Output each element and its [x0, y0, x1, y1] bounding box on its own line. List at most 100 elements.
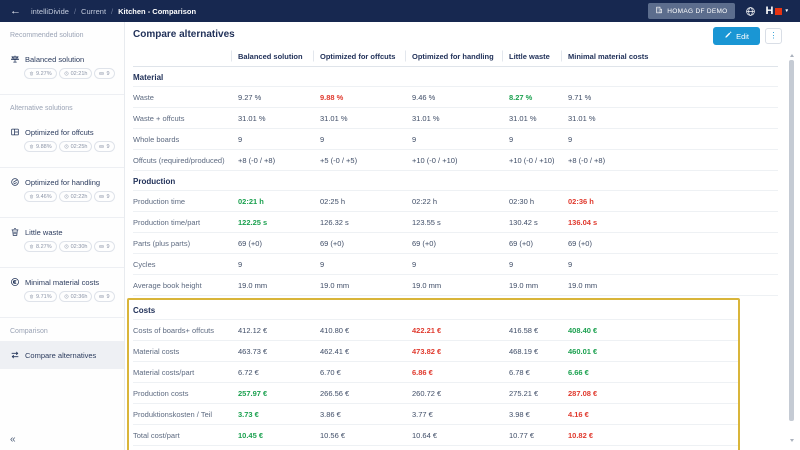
table-row-material-costs-part: Material costs/part 6.72 € 6.70 € 6.86 € 6.7…	[133, 362, 738, 383]
row-label: Material costs/part	[133, 367, 195, 377]
sidebar-item-minimal-material-costs[interactable]: Minimal material costs 9.71% 02:36h 9	[0, 267, 124, 317]
org-badge[interactable]: HOMAG DF DEMO	[648, 3, 735, 19]
column-header-minimal-material-costs[interactable]: Minimal material costs	[568, 46, 778, 66]
breadcrumb-item-kitchen-comparison[interactable]: Kitchen - Comparison	[118, 6, 197, 16]
table-row-production-time-part: Production time/part 122.25 s 126.32 s 123.…	[133, 212, 778, 233]
stat-badges: 9.71% 02:36h 9	[24, 291, 116, 302]
cell-value: 287.08 €	[568, 388, 598, 398]
cell-value: 468.19 €	[509, 346, 539, 356]
stat-badge: 9.27%	[24, 68, 57, 79]
back-button[interactable]: ←	[10, 4, 21, 17]
row-label: Parts (plus parts)	[133, 238, 191, 248]
stat-badge-value: 9.71%	[36, 293, 52, 300]
sidebar-collapse-button[interactable]: «	[10, 434, 16, 445]
cell-value: 130.42 s	[509, 217, 538, 227]
cell-value: 02:30 h	[509, 196, 535, 206]
group-header-costs: Costs	[133, 300, 738, 320]
cell-value: 02:36 h	[568, 196, 594, 206]
cell-value: 3.77 €	[412, 409, 433, 419]
logo-letter: H	[765, 5, 774, 17]
cell-value: 123.55 s	[412, 217, 441, 227]
clock-icon	[64, 244, 69, 249]
stat-badge: 8.27%	[24, 241, 57, 252]
cell-value: 69 (+0)	[568, 238, 592, 248]
cell-value: 02:25 h	[320, 196, 346, 206]
cell-value: 3.86 €	[320, 409, 341, 419]
scales-icon	[10, 54, 20, 64]
sidebar-item-compare-alternatives[interactable]: Compare alternatives	[0, 341, 124, 369]
globe-icon[interactable]	[745, 6, 756, 17]
stat-badge-value: 8.27%	[36, 243, 52, 250]
board-icon	[99, 71, 105, 76]
stat-badge-value: 02:22h	[70, 193, 88, 200]
row-label: Production time/part	[133, 217, 201, 227]
cell-value: 9	[320, 259, 325, 269]
cell-value: 462.41 €	[320, 346, 350, 356]
more-options-button[interactable]: ⋮	[765, 28, 782, 44]
sidebar-item-optimized-for-offcuts[interactable]: Optimized for offcuts 9.88% 02:25h 9	[0, 118, 124, 167]
sidebar-item-label: Balanced solution	[25, 54, 85, 64]
homag-logo[interactable]: H ▾	[766, 5, 788, 17]
cell-value: 02:21 h	[238, 196, 264, 206]
header-actions: Edit ⋮	[713, 27, 782, 45]
cell-value: 9	[509, 134, 514, 144]
trash-icon	[29, 244, 34, 249]
cell-value: 9.27 %	[238, 92, 262, 102]
cell-value: 10.64 €	[412, 430, 438, 440]
table-row-waste: Waste 9.27 % 9.88 % 9.46 % 8.27 % 9.71 %	[133, 87, 778, 108]
table-row-offcuts-required-produced: Offcuts (required/produced) +8 (-0 / +8) +…	[133, 150, 778, 171]
table-row-waste-offcuts: Waste + offcuts 31.01 % 31.01 % 31.01 % 31.0…	[133, 108, 778, 129]
cell-value: 19.0 mm	[412, 280, 442, 290]
cell-value: 69 (+0)	[412, 238, 436, 248]
cell-value: 412.12 €	[238, 325, 268, 335]
breadcrumb-item-current[interactable]: Current	[81, 6, 107, 16]
table-corner-cell	[133, 51, 238, 62]
board-icon	[99, 244, 105, 249]
sidebar-item-optimized-for-handling[interactable]: Optimized for handling 9.46% 02:22h 9	[0, 167, 124, 217]
column-header-optimized-for-offcuts[interactable]: Optimized for offcuts	[320, 46, 412, 66]
cell-value: 473.82 €	[412, 346, 442, 356]
pencil-icon	[724, 31, 732, 41]
row-label: Material costs	[133, 346, 180, 356]
breadcrumb-separator: /	[111, 6, 114, 16]
cell-value: 410.80 €	[320, 325, 350, 335]
row-label: Whole boards	[133, 134, 180, 144]
row-label: Offcuts (required/produced)	[133, 155, 225, 165]
cell-value: 9	[509, 259, 514, 269]
sidebar-item-balanced-solution[interactable]: Balanced solution 9.27% 02:21h 9	[0, 45, 124, 94]
cell-value: 6.78 €	[509, 367, 530, 377]
board-icon	[99, 144, 105, 149]
edit-button[interactable]: Edit	[713, 27, 760, 45]
stat-badge: 02:30h	[58, 241, 93, 252]
cell-value: 408.40 €	[568, 325, 598, 335]
vertical-scrollbar[interactable]	[789, 54, 794, 442]
sidebar-sections: Recommended solution Balanced solution 9.2…	[0, 22, 124, 369]
trash-icon	[10, 227, 20, 237]
stat-badge: 9.88%	[24, 141, 57, 152]
stat-badge: 9	[94, 141, 115, 152]
cell-value: 9	[320, 134, 325, 144]
cell-value: 9.88 %	[320, 92, 344, 102]
table-row-produktionskosten-teil: Produktionskosten / Teil 3.73 € 3.86 € 3.77…	[133, 404, 738, 425]
offcuts-icon	[10, 127, 20, 137]
chevron-down-icon: ▾	[785, 8, 788, 14]
cell-value: 8.27 %	[509, 92, 533, 102]
column-header-little-waste[interactable]: Little waste	[509, 46, 568, 66]
table-group-production: Production Production time 02:21 h 02:25 h 0…	[133, 171, 778, 296]
stat-badge-value: 9.27%	[36, 70, 52, 77]
cell-value: 275.21 €	[509, 388, 539, 398]
stat-badge-value: 9	[106, 293, 110, 300]
column-header-balanced-solution[interactable]: Balanced solution	[238, 46, 320, 66]
sidebar-item-little-waste[interactable]: Little waste 8.27% 02:30h 9	[0, 217, 124, 267]
cell-value: 10.82 €	[568, 430, 594, 440]
board-icon	[99, 294, 105, 299]
sidebar-item-label: Optimized for offcuts	[25, 127, 94, 137]
breadcrumb-item-intellidivide[interactable]: intelliDivide	[31, 6, 69, 16]
row-label: Waste + offcuts	[133, 113, 185, 123]
scrollbar-thumb[interactable]	[789, 60, 794, 421]
trash-icon	[29, 71, 34, 76]
row-label: Total cost/part	[133, 430, 180, 440]
column-header-optimized-for-handling[interactable]: Optimized for handling	[412, 46, 509, 66]
cell-value: 69 (+0)	[509, 238, 533, 248]
cell-value: 9	[568, 134, 573, 144]
